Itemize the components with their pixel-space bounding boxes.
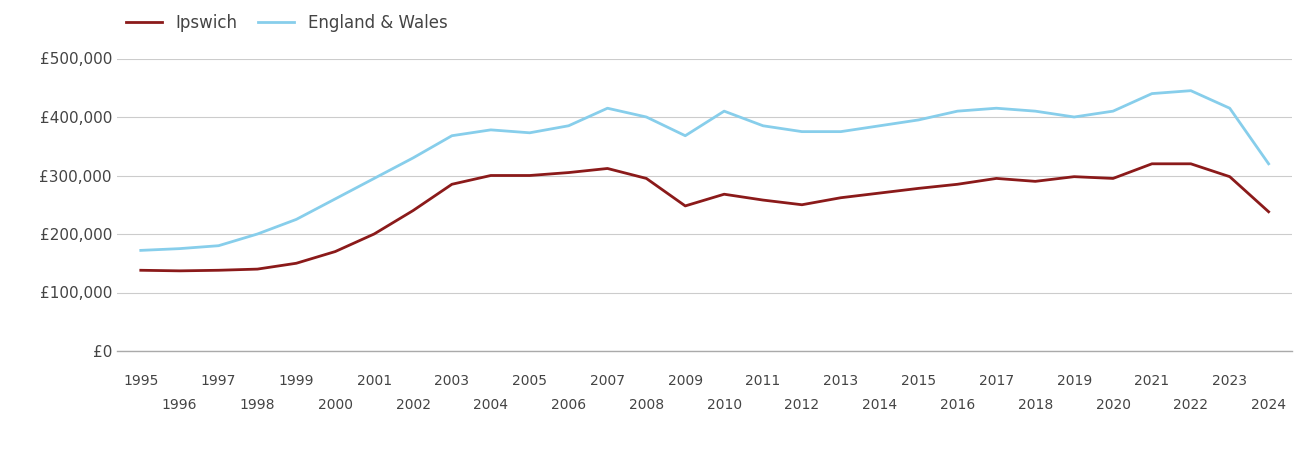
Text: 2014: 2014 [863,398,898,412]
Text: 1995: 1995 [123,374,158,388]
Text: 1996: 1996 [162,398,197,412]
Text: 2017: 2017 [979,374,1014,388]
Text: 1999: 1999 [278,374,315,388]
Text: 2000: 2000 [317,398,352,412]
Text: 2020: 2020 [1096,398,1130,412]
Text: 2018: 2018 [1018,398,1053,412]
Text: 2004: 2004 [474,398,509,412]
Text: 2003: 2003 [435,374,470,388]
Text: 2008: 2008 [629,398,664,412]
Text: 2007: 2007 [590,374,625,388]
Text: 2001: 2001 [356,374,392,388]
Text: 2019: 2019 [1057,374,1092,388]
Text: 2009: 2009 [668,374,703,388]
Text: 2010: 2010 [706,398,741,412]
Text: 1998: 1998 [240,398,275,412]
Text: 1997: 1997 [201,374,236,388]
Legend: Ipswich, England & Wales: Ipswich, England & Wales [125,14,448,32]
Text: 2015: 2015 [900,374,936,388]
Text: 2005: 2005 [512,374,547,388]
Text: 2011: 2011 [745,374,780,388]
Text: 2002: 2002 [395,398,431,412]
Text: 2023: 2023 [1212,374,1248,388]
Text: 2006: 2006 [551,398,586,412]
Text: 2016: 2016 [940,398,975,412]
Text: 2024: 2024 [1251,398,1287,412]
Text: 2022: 2022 [1173,398,1208,412]
Text: 2013: 2013 [823,374,859,388]
Text: 2021: 2021 [1134,374,1169,388]
Text: 2012: 2012 [784,398,820,412]
